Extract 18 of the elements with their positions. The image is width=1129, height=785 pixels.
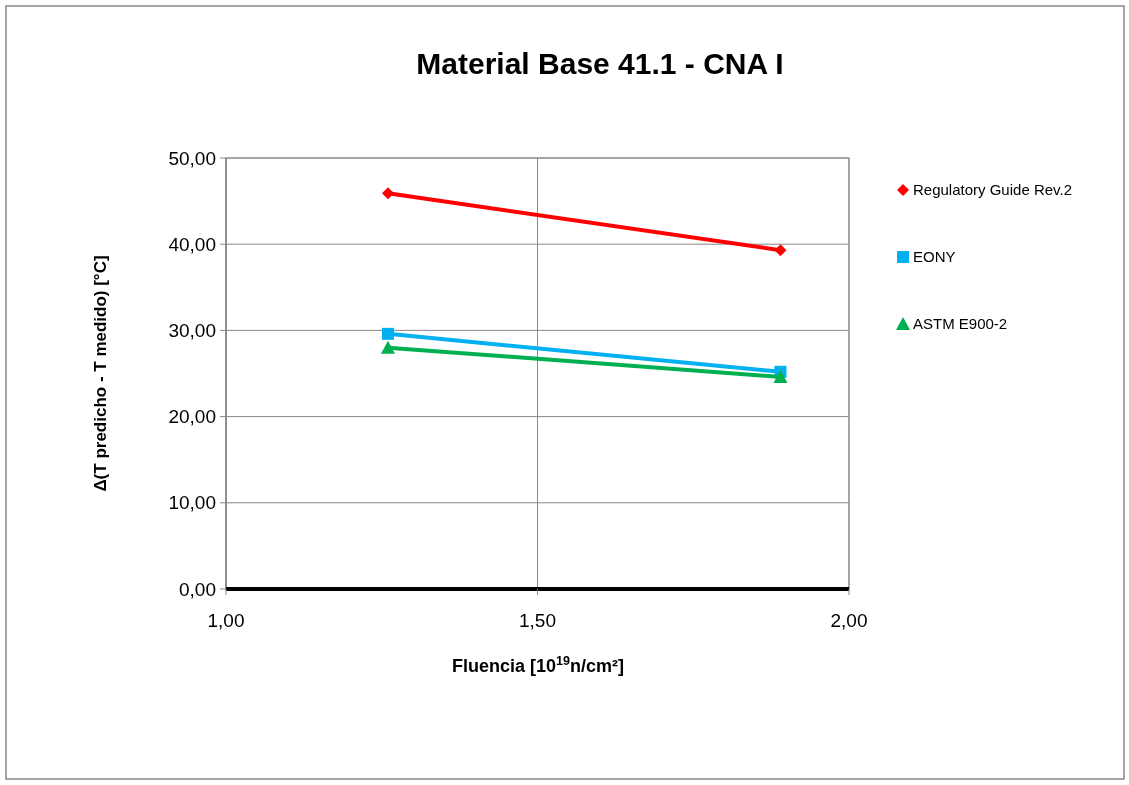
- y-tick-label: 30,00: [168, 320, 216, 342]
- legend-label: Regulatory Guide Rev.2: [913, 181, 1072, 199]
- x-axis-title: Fluencia [10$^{19}$n/cm²]: [451, 654, 625, 676]
- y-tick-label: 50,00: [168, 147, 216, 169]
- x-tick-label: 2,00: [830, 610, 868, 631]
- legend-label: EONY: [913, 248, 956, 266]
- y-tick-label: 40,00: [168, 233, 216, 255]
- y-tick-label: 10,00: [168, 492, 216, 514]
- y-tick-label: 0,00: [179, 578, 216, 600]
- y-axis-title: Δ(T predicho - T medido) [°C]: [91, 255, 110, 492]
- x-tick-label: 1,00: [207, 610, 245, 631]
- legend-label: ASTM E900-2: [913, 315, 1008, 333]
- point: [381, 327, 394, 340]
- y-tick-label: 20,00: [168, 406, 216, 428]
- point: [381, 187, 394, 200]
- chart-title: Material Base 41.1 - CNA I: [416, 47, 784, 80]
- x-tick-label: 1,50: [519, 610, 556, 631]
- point: [774, 244, 787, 257]
